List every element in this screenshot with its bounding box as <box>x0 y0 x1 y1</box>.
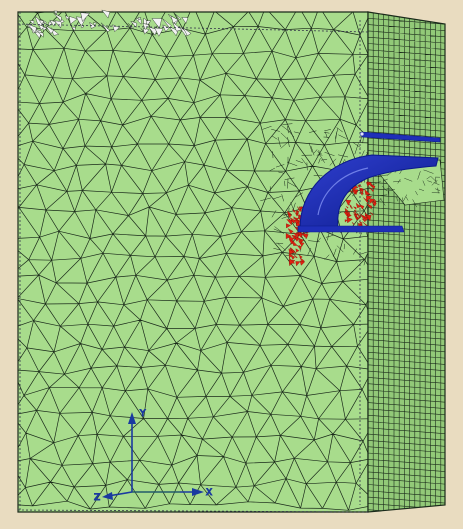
cutting-tool-insert <box>297 131 441 233</box>
coordinate-triad: Y X Z <box>94 409 213 504</box>
axis-y-label: Y <box>139 409 146 419</box>
removed-material-void <box>26 9 192 39</box>
construction-lines <box>17 12 369 513</box>
workpiece-side-face <box>367 11 446 513</box>
workpiece-front-face <box>17 9 369 513</box>
axis-z-label: Z <box>94 493 100 503</box>
axis-x-label: X <box>206 488 212 498</box>
